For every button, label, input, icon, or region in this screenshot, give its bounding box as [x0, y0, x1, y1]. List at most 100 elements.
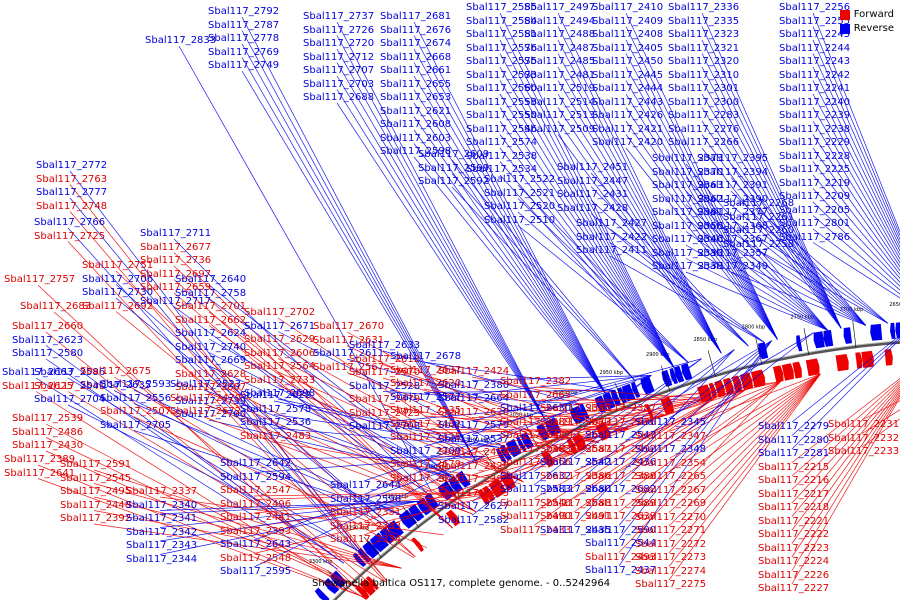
gene-label[interactable]: Sbal117_2673 [540, 416, 612, 428]
gene-label[interactable]: Sbal117_2268 [723, 198, 795, 209]
gene-label[interactable]: Sbal117_2590 [585, 524, 657, 536]
gene-label[interactable]: Sbal117_2655 [380, 78, 452, 90]
gene-label[interactable]: Sbal117_2611 [313, 348, 385, 359]
gene-label[interactable]: Sbal117_2695 [438, 487, 510, 499]
gene-label[interactable]: Sbal117_2703 [303, 78, 375, 90]
gene-label[interactable]: Sbal117_2553 [466, 96, 538, 108]
gene-label[interactable]: Sbal117_2579 [438, 420, 510, 431]
gene-label[interactable]: Sbal117_2411 [576, 245, 648, 256]
gene-label[interactable]: Sbal117_2479 [349, 394, 421, 405]
gene-label[interactable]: Sbal117_2717 [140, 295, 212, 307]
gene-label[interactable]: Sbal117_2638 [390, 472, 462, 484]
gene-label[interactable]: Sbal117_2580 [12, 348, 84, 359]
gene-label[interactable]: Sbal117_2660 [12, 321, 84, 332]
gene-label[interactable]: Sbal117_2349 [697, 261, 769, 272]
gene-label[interactable]: Sbal117_2445 [592, 69, 664, 81]
gene-label[interactable]: Sbal117_2539 [12, 413, 84, 424]
gene-label[interactable]: Sbal117_2704 [34, 394, 106, 405]
gene-label[interactable]: Sbal117_2692 [82, 300, 154, 312]
gene-label[interactable]: Sbal117_2635 [80, 379, 152, 391]
gene-label[interactable]: Sbal117_2786 [779, 231, 851, 243]
gene-label[interactable]: Sbal117_2245 [779, 29, 851, 40]
gene-label[interactable]: Sbal117_2594 [220, 471, 292, 483]
gene-label[interactable]: Sbal117_2339 [652, 247, 724, 259]
gene-label[interactable]: Sbal117_2632 [500, 470, 572, 482]
gene-label[interactable]: Sbal117_2678 [390, 351, 462, 362]
gene-label[interactable]: Sbal117_2266 [668, 137, 740, 148]
gene-label[interactable]: Sbal117_2258 [723, 238, 795, 250]
gene-label[interactable]: Sbal117_2599 [418, 162, 490, 174]
gene-label[interactable]: Sbal117_2591 [60, 459, 132, 470]
gene-label[interactable]: Sbal117_2534 [466, 164, 538, 175]
gene-label[interactable]: Sbal117_2387 [585, 403, 657, 414]
gene-label[interactable]: Sbal117_2725 [34, 230, 106, 242]
gene-label[interactable]: Sbal117_2431 [557, 189, 629, 200]
gene-label[interactable]: Sbal117_2393 [220, 525, 292, 537]
gene-label[interactable]: Sbal117_2348 [635, 444, 707, 455]
gene-label[interactable]: Sbal117_2492 [585, 443, 657, 455]
gene-label[interactable]: Sbal117_2697 [140, 268, 212, 280]
gene-label[interactable]: Sbal117_2698 [244, 388, 316, 399]
gene-label[interactable]: Sbal117_2337 [126, 486, 198, 497]
gene-label[interactable]: Sbal117_2409 [592, 15, 664, 27]
gene-label[interactable]: Sbal117_2435 [540, 524, 612, 536]
gene-label[interactable]: Sbal117_2260 [723, 225, 795, 236]
gene-label[interactable]: Sbal117_2567 [313, 361, 385, 373]
gene-label[interactable]: Sbal117_2443 [592, 96, 664, 108]
gene-label[interactable]: Sbal117_2627 [438, 501, 510, 512]
gene-label[interactable]: Sbal117_2519 [524, 83, 596, 94]
gene-label[interactable]: Sbal117_2226 [758, 569, 830, 581]
gene-label[interactable]: Sbal117_2301 [668, 83, 740, 94]
gene-label[interactable]: Sbal117_2320 [668, 56, 740, 67]
gene-label[interactable]: Sbal117_2523 [170, 379, 242, 390]
gene-label[interactable]: Sbal117_2281 [758, 448, 830, 459]
gene-label[interactable]: Sbal117_2331 [330, 507, 402, 518]
gene-label[interactable]: Sbal117_2708 [349, 421, 421, 432]
gene-label[interactable]: Sbal117_2389 [4, 454, 76, 465]
gene-label[interactable]: Sbal117_2595 [220, 566, 292, 577]
gene-label[interactable]: Sbal117_2640 [175, 274, 247, 285]
gene-label[interactable]: Sbal117_2388 [585, 470, 657, 482]
gene-label[interactable]: Sbal117_2748 [36, 200, 108, 212]
gene-label[interactable]: Sbal117_2489 [500, 416, 572, 428]
gene-label[interactable]: Sbal117_2205 [779, 204, 851, 216]
gene-label[interactable]: Sbal117_2514 [524, 96, 596, 108]
gene-label[interactable]: Sbal117_2370 [652, 166, 724, 178]
gene-label[interactable]: Sbal117_2346 [652, 234, 724, 245]
gene-label[interactable]: Sbal117_2560 [466, 83, 538, 94]
gene-label[interactable]: Sbal117_2485 [524, 56, 596, 67]
gene-label[interactable]: Sbal117_2270 [635, 511, 707, 523]
gene-label[interactable]: Sbal117_2626 [438, 406, 510, 418]
gene-label[interactable]: Sbal117_2373 [652, 153, 724, 164]
gene-label[interactable]: Sbal117_2521 [484, 187, 556, 199]
gene-label[interactable]: Sbal117_2556 [100, 392, 172, 404]
gene-label[interactable]: Sbal117_2420 [592, 137, 664, 148]
gene-label[interactable]: Sbal117_2643 [220, 539, 292, 550]
gene-label[interactable]: Sbal117_2712 [303, 51, 375, 63]
gene-label[interactable]: Sbal117_2486 [12, 426, 84, 438]
gene-label[interactable]: Sbal117_2392 [60, 513, 132, 524]
gene-label[interactable]: Sbal117_2229 [779, 137, 851, 148]
gene-label[interactable]: Sbal117_2482 [390, 418, 462, 430]
gene-label[interactable]: Sbal117_2593 [100, 379, 172, 390]
gene-label[interactable]: Sbal117_2488 [524, 29, 596, 40]
gene-label[interactable]: Sbal117_2510 [484, 214, 556, 226]
gene-label[interactable]: Sbal117_2343 [126, 540, 198, 551]
gene-label[interactable]: Sbal117_2542 [540, 457, 612, 468]
gene-label[interactable]: Sbal117_2665 [500, 389, 572, 401]
gene-label[interactable]: Sbal117_2637 [390, 364, 462, 376]
gene-label[interactable]: Sbal117_2578 [240, 403, 312, 415]
gene-label[interactable]: Sbal117_2321 [668, 42, 740, 54]
gene-label[interactable]: Sbal117_2423 [349, 407, 421, 419]
gene-label[interactable]: Sbal117_2427 [576, 218, 648, 229]
gene-label[interactable]: Sbal117_2736 [140, 255, 212, 266]
gene-label[interactable]: Sbal117_2231 [828, 419, 900, 430]
gene-label[interactable]: Sbal117_2522 [484, 174, 556, 185]
gene-label[interactable]: Sbal117_2368 [697, 220, 769, 232]
gene-label[interactable]: Sbal117_2338 [652, 261, 724, 272]
gene-label[interactable]: Sbal117_2664 [438, 393, 510, 404]
gene-label[interactable]: Sbal117_2581 [466, 29, 538, 40]
gene-label[interactable]: Sbal117_2216 [758, 475, 830, 486]
gene-label[interactable]: Sbal117_2408 [592, 29, 664, 40]
gene-label[interactable]: Sbal117_2240 [779, 96, 851, 108]
